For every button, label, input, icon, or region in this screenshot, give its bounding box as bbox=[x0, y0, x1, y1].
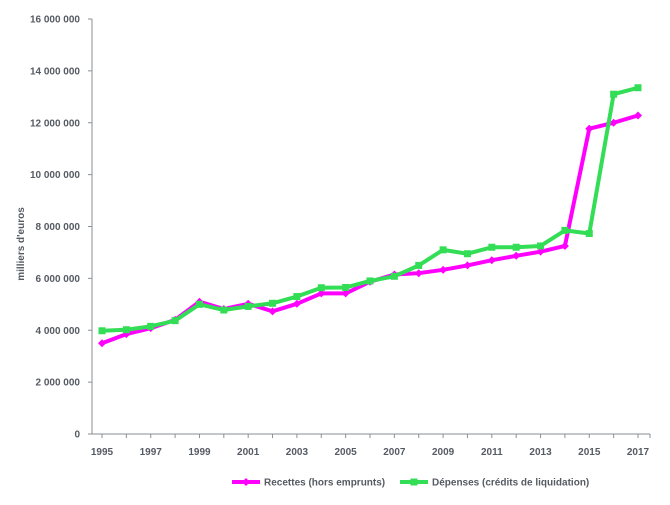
series-2 bbox=[98, 84, 642, 335]
data-point bbox=[610, 90, 618, 98]
data-point bbox=[439, 265, 448, 274]
data-point bbox=[414, 269, 423, 278]
data-point bbox=[147, 322, 155, 330]
data-point bbox=[463, 261, 472, 270]
data-point bbox=[488, 243, 496, 251]
x-tick-label: 1997 bbox=[140, 447, 163, 458]
legend-item: Recettes (hors emprunts) bbox=[232, 478, 385, 489]
series-1 bbox=[98, 111, 642, 348]
series bbox=[98, 84, 642, 348]
data-point bbox=[585, 124, 594, 133]
data-point bbox=[512, 243, 520, 251]
y-tick-label: 16 000 000 bbox=[30, 15, 80, 26]
y-tick-label: 10 000 000 bbox=[30, 170, 80, 181]
x-tick-label: 1999 bbox=[188, 447, 211, 458]
data-point bbox=[561, 226, 569, 234]
x-tick-label: 2015 bbox=[578, 447, 601, 458]
data-point bbox=[269, 299, 277, 307]
data-point bbox=[171, 317, 179, 325]
data-point bbox=[317, 284, 325, 292]
data-point bbox=[536, 247, 545, 256]
y-tick-label: 6 000 000 bbox=[36, 274, 81, 285]
data-point bbox=[220, 306, 228, 314]
x-axis-ticks: 1995 1997 1999 2001 2003 2005 2007 2009 2011 2013… bbox=[91, 434, 651, 458]
data-point bbox=[560, 241, 569, 250]
data-point bbox=[512, 251, 521, 260]
data-point bbox=[341, 289, 350, 298]
y-tick-label: 4 000 000 bbox=[36, 326, 81, 337]
data-point bbox=[439, 246, 447, 254]
data-point bbox=[634, 111, 642, 120]
data-point bbox=[342, 283, 350, 291]
data-point bbox=[98, 327, 106, 335]
data-point bbox=[537, 242, 545, 250]
data-point bbox=[268, 307, 277, 316]
axes bbox=[91, 19, 650, 435]
x-tick-label: 2013 bbox=[529, 447, 552, 458]
legend-item: Dépenses (crédits de liquidation) bbox=[400, 478, 589, 489]
y-tick-label: 2 000 000 bbox=[36, 378, 81, 389]
y-axis-ticks: 0 2 000 000 4 000 000 6 000 000 8 000 000 10 … bbox=[30, 15, 92, 441]
data-point bbox=[366, 277, 374, 285]
x-tick-label: 2007 bbox=[383, 447, 406, 458]
data-point bbox=[122, 326, 130, 334]
series-line bbox=[101, 85, 639, 333]
y-tick-label: 8 000 000 bbox=[36, 222, 81, 233]
data-point bbox=[585, 230, 593, 238]
data-point bbox=[487, 256, 496, 265]
data-point bbox=[463, 250, 471, 258]
legend-label: Dépenses (crédits de liquidation) bbox=[432, 478, 589, 489]
data-point bbox=[98, 339, 106, 348]
x-tick-label: 2001 bbox=[237, 447, 260, 458]
data-point bbox=[415, 261, 423, 269]
data-point bbox=[242, 478, 250, 486]
data-point bbox=[293, 293, 301, 301]
x-tick-label: 2009 bbox=[432, 447, 455, 458]
x-tick-label: 2005 bbox=[335, 447, 358, 458]
y-tick-label: 14 000 000 bbox=[30, 66, 80, 77]
data-point bbox=[195, 300, 203, 308]
y-axis-title: milliers d'euros bbox=[16, 207, 27, 281]
data-point bbox=[634, 84, 642, 92]
x-tick-label: 2017 bbox=[627, 447, 650, 458]
y-tick-label: 12 000 000 bbox=[30, 118, 80, 129]
data-point bbox=[292, 299, 301, 308]
x-tick-label: 2003 bbox=[286, 447, 309, 458]
y-tick-label: 0 bbox=[74, 430, 80, 441]
data-point bbox=[317, 289, 326, 298]
series-line bbox=[101, 113, 639, 346]
x-tick-label: 2011 bbox=[481, 447, 503, 458]
legend: Recettes (hors emprunts) Dépenses (crédit… bbox=[232, 478, 589, 489]
legend-label: Recettes (hors emprunts) bbox=[264, 478, 385, 489]
data-point bbox=[410, 478, 418, 486]
x-tick-label: 1995 bbox=[91, 447, 114, 458]
data-point bbox=[244, 302, 252, 310]
data-point bbox=[609, 118, 618, 127]
data-point bbox=[390, 272, 398, 280]
